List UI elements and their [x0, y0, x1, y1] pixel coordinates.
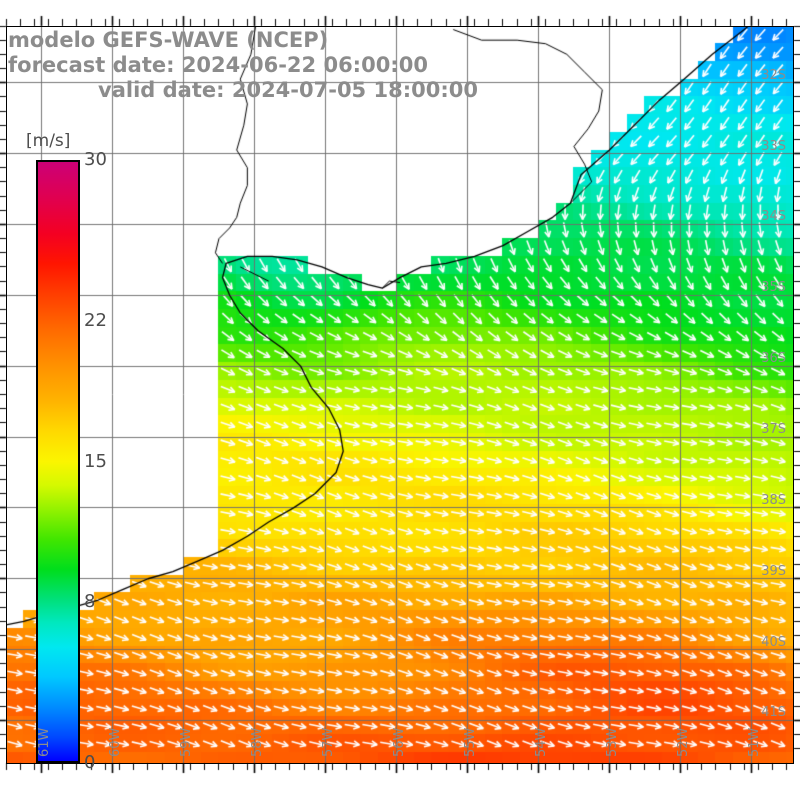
lat-label-40S: 40S [761, 634, 786, 650]
colorbar-tick-0: 0 [84, 752, 96, 773]
lat-label-39S: 39S [761, 563, 786, 579]
lon-label-51W: 51W [747, 727, 763, 757]
lon-label-55W: 55W [463, 727, 479, 757]
wind-speed-heatmap-canvas [6, 26, 794, 763]
lat-label-34S: 34S [761, 209, 786, 225]
lat-label-35S: 35S [761, 280, 786, 296]
colorbar [36, 160, 80, 763]
lat-label-36S: 36S [761, 351, 786, 367]
lon-label-53W: 53W [605, 727, 621, 757]
lon-label-58W: 58W [250, 727, 266, 757]
colorbar-unit-label: [m/s] [26, 131, 71, 151]
map-plot-area [6, 26, 794, 763]
plot-frame-bottom [6, 763, 794, 764]
colorbar-gradient [36, 160, 80, 763]
lon-label-54W: 54W [534, 727, 550, 757]
colorbar-tick-30: 30 [84, 149, 107, 170]
plot-frame-left [6, 26, 7, 764]
lat-label-37S: 37S [761, 422, 786, 438]
plot-frame-top [6, 26, 794, 27]
lon-label-61W: 61W [37, 727, 53, 757]
lat-label-32S: 32S [761, 67, 786, 83]
colorbar-tick-22: 22 [84, 309, 107, 331]
plot-frame-right [793, 26, 794, 764]
lat-label-33S: 33S [761, 138, 786, 154]
lon-label-52W: 52W [676, 727, 692, 757]
colorbar-tick-15: 15 [84, 450, 107, 472]
lon-label-60W: 60W [108, 727, 124, 757]
lon-label-59W: 59W [179, 727, 195, 757]
lon-label-57W: 57W [321, 727, 337, 757]
lon-label-56W: 56W [392, 727, 408, 757]
lat-label-38S: 38S [761, 492, 786, 508]
lat-label-41S: 41S [761, 705, 786, 721]
colorbar-tick-8: 8 [84, 591, 96, 613]
